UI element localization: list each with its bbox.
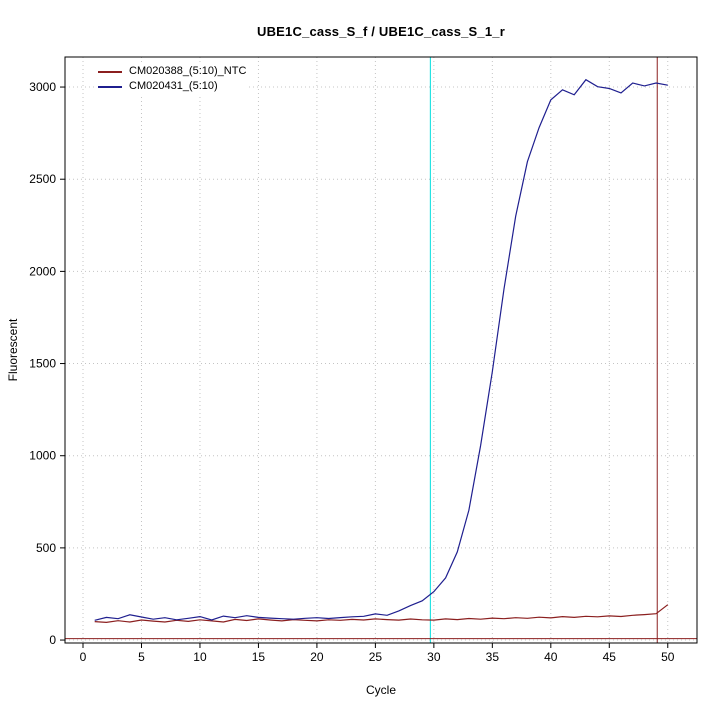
legend-label-sample: CM020431_(5:10): [129, 80, 218, 92]
x-tick-label: 30: [427, 650, 441, 664]
x-axis-label: Cycle: [365, 683, 396, 697]
y-tick-label: 2000: [29, 264, 56, 278]
x-tick-label: 50: [661, 650, 675, 664]
y-tick-label: 1000: [29, 449, 56, 463]
y-tick-label: 500: [36, 541, 56, 555]
y-tick-label: 1500: [29, 357, 56, 371]
y-tick-label: 2500: [29, 172, 56, 186]
x-tick-label: 45: [603, 650, 617, 664]
chart-title: UBE1C_cass_S_f / UBE1C_cass_S_1_r: [257, 24, 505, 39]
legend-item-ntc: CM020388_(5:10)_NTC: [98, 64, 246, 79]
y-tick-label: 0: [49, 633, 56, 647]
x-tick-label: 35: [486, 650, 500, 664]
series-line-0: [94, 604, 669, 624]
legend-line-sample-blue: [98, 85, 122, 88]
legend-label-ntc: CM020388_(5:10)_NTC: [129, 65, 247, 77]
x-tick-label: 20: [310, 650, 324, 664]
x-tick-label: 15: [252, 650, 266, 664]
y-tick-label: 3000: [29, 80, 56, 94]
plot-border: [64, 56, 698, 644]
x-tick-label: 10: [193, 650, 207, 664]
legend: CM020388_(5:10)_NTC CM020431_(5:10): [95, 63, 250, 95]
legend-line-sample-red: [98, 70, 122, 73]
x-tick-label: 25: [369, 650, 383, 664]
x-tick-label: 0: [80, 650, 87, 664]
series-line-1: [94, 78, 668, 621]
x-tick-label: 5: [138, 650, 145, 664]
legend-item-sample: CM020431_(5:10): [98, 79, 246, 94]
x-tick-label: 40: [544, 650, 558, 664]
